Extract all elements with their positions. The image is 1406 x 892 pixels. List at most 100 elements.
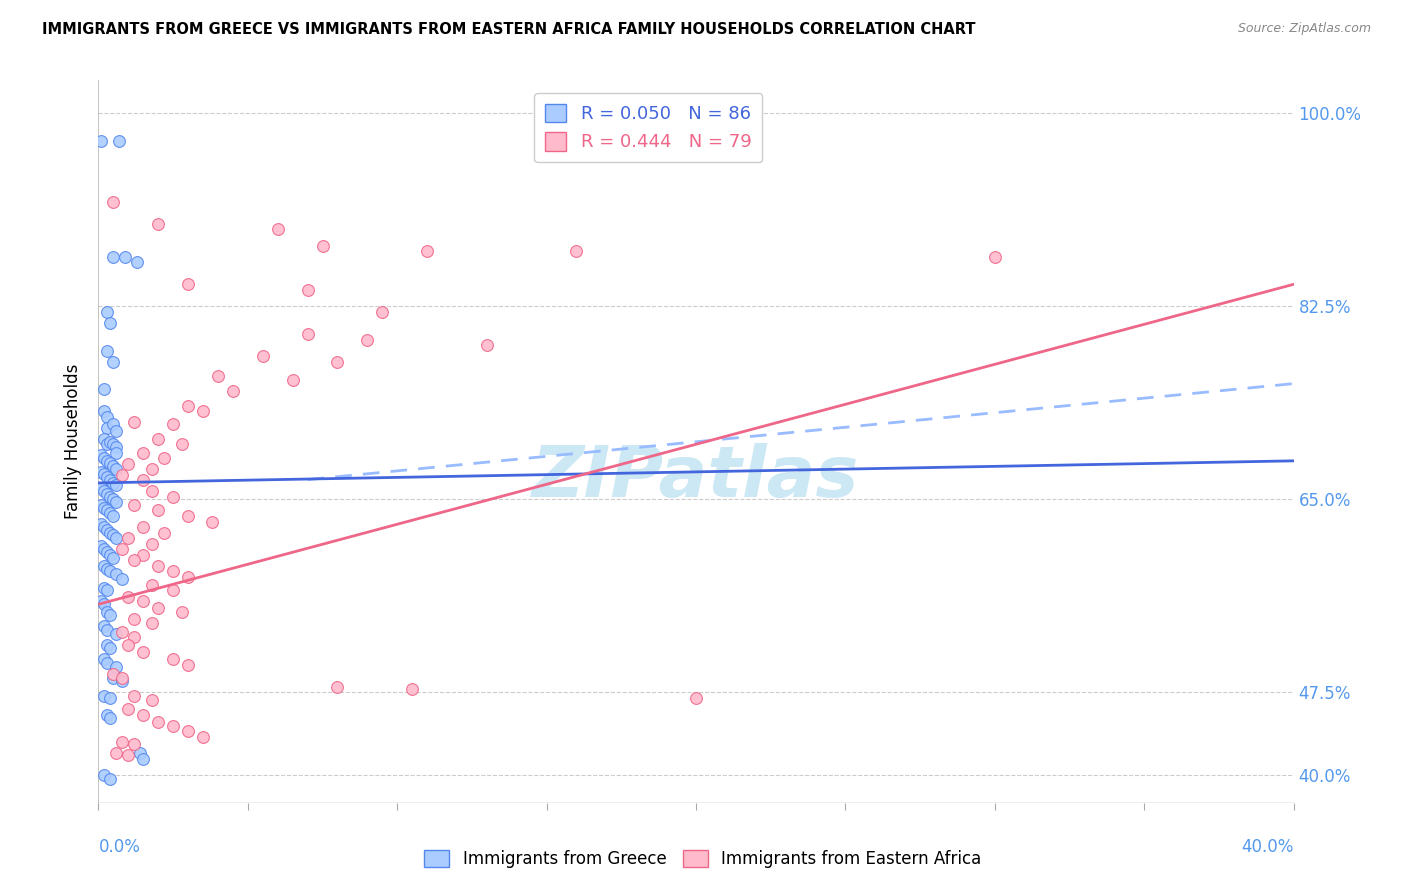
Point <box>93 652 115 666</box>
Point <box>98 564 122 578</box>
Point <box>162 718 184 732</box>
Point <box>96 437 118 451</box>
Point <box>93 483 115 498</box>
Point <box>93 467 115 481</box>
Point <box>111 671 134 685</box>
Point <box>96 454 118 468</box>
Point <box>90 482 112 496</box>
Point <box>141 578 163 592</box>
Point <box>96 343 118 358</box>
Point <box>141 693 163 707</box>
Point <box>103 666 125 681</box>
Point <box>103 671 125 685</box>
Point <box>103 459 125 474</box>
Point <box>162 582 184 597</box>
Point <box>105 446 128 460</box>
Point <box>96 623 118 637</box>
Point <box>105 461 128 475</box>
Point <box>103 550 125 565</box>
Legend: R = 0.050   N = 86, R = 0.444   N = 79: R = 0.050 N = 86, R = 0.444 N = 79 <box>534 93 762 162</box>
Point <box>98 316 122 330</box>
Point <box>177 399 200 413</box>
Point <box>105 746 128 760</box>
Point <box>117 638 139 652</box>
Point <box>984 250 1007 264</box>
Point <box>93 689 115 703</box>
Point <box>132 594 155 608</box>
Point <box>172 437 194 451</box>
Point <box>103 492 125 507</box>
Point <box>96 582 118 597</box>
Point <box>105 531 128 545</box>
Point <box>124 415 146 429</box>
Point <box>117 702 139 716</box>
Point <box>98 456 122 470</box>
Point <box>162 652 184 666</box>
Point <box>111 674 134 689</box>
Point <box>93 501 115 516</box>
Point <box>105 494 128 508</box>
Point <box>93 542 115 557</box>
Point <box>103 508 125 523</box>
Text: 0.0%: 0.0% <box>98 838 141 856</box>
Point <box>90 516 112 531</box>
Point <box>141 615 163 630</box>
Point <box>124 611 146 625</box>
Point <box>103 437 125 451</box>
Point <box>124 631 146 645</box>
Point <box>96 524 118 538</box>
Point <box>191 404 214 418</box>
Point <box>90 448 112 462</box>
Point <box>96 409 118 424</box>
Point <box>96 470 118 484</box>
Point <box>153 525 176 540</box>
Point <box>108 134 131 148</box>
Point <box>124 498 146 512</box>
Point <box>132 446 155 460</box>
Point <box>90 134 112 148</box>
Point <box>111 735 134 749</box>
Point <box>98 525 122 540</box>
Point <box>93 382 115 396</box>
Point <box>177 724 200 739</box>
Point <box>132 548 155 562</box>
Point <box>148 503 170 517</box>
Point <box>98 772 122 786</box>
Point <box>401 682 423 697</box>
Point <box>565 244 588 259</box>
Point <box>117 531 139 545</box>
Point <box>124 737 146 751</box>
Point <box>416 244 439 259</box>
Text: Source: ZipAtlas.com: Source: ZipAtlas.com <box>1237 22 1371 36</box>
Point <box>153 450 176 465</box>
Point <box>105 627 128 641</box>
Point <box>201 515 224 529</box>
Point <box>371 305 394 319</box>
Point <box>297 326 319 341</box>
Point <box>105 660 128 674</box>
Point <box>162 564 184 578</box>
Point <box>93 432 115 446</box>
Point <box>127 255 149 269</box>
Point <box>172 605 194 619</box>
Point <box>111 542 134 557</box>
Point <box>96 638 118 652</box>
Point <box>105 440 128 454</box>
Point <box>93 619 115 633</box>
Point <box>177 508 200 523</box>
Point <box>93 768 115 782</box>
Point <box>326 680 349 694</box>
Text: 40.0%: 40.0% <box>1241 838 1294 856</box>
Point <box>105 478 128 492</box>
Point <box>177 657 200 672</box>
Point <box>148 432 170 446</box>
Text: IMMIGRANTS FROM GREECE VS IMMIGRANTS FROM EASTERN AFRICA FAMILY HOUSEHOLDS CORRE: IMMIGRANTS FROM GREECE VS IMMIGRANTS FRO… <box>42 22 976 37</box>
Point <box>96 562 118 576</box>
Point <box>162 417 184 432</box>
Point <box>162 490 184 504</box>
Point <box>93 597 115 611</box>
Point <box>103 250 125 264</box>
Legend: Immigrants from Greece, Immigrants from Eastern Africa: Immigrants from Greece, Immigrants from … <box>418 843 988 875</box>
Point <box>311 238 333 252</box>
Point <box>93 558 115 573</box>
